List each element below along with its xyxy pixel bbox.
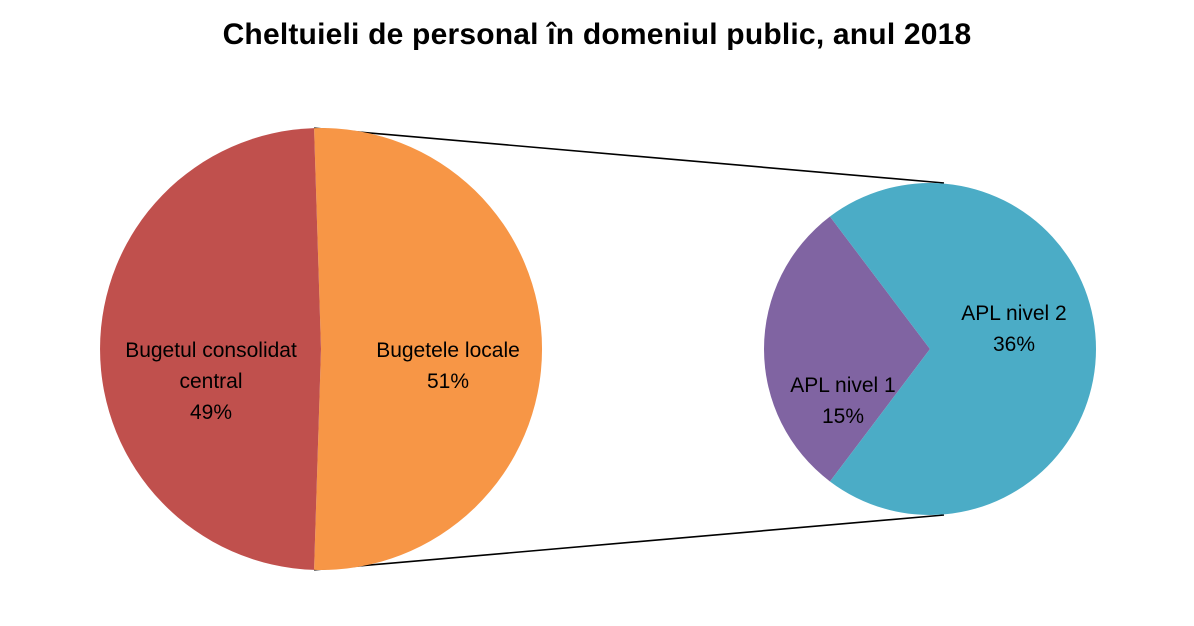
pie-slice-apl-nivel-2 bbox=[829, 182, 1096, 515]
slice-labels: Bugetul consolidat central 49% Bugetele loc… bbox=[125, 302, 1067, 428]
connector-line-top bbox=[313, 127, 945, 184]
label-bugetele-locale: Bugetele locale 51% bbox=[376, 339, 520, 393]
connector-line-bottom bbox=[313, 514, 945, 571]
slice-value-label: 51% bbox=[427, 370, 469, 393]
connector-lines bbox=[313, 127, 945, 571]
slice-value-label: 36% bbox=[993, 333, 1035, 356]
slice-value-label: 15% bbox=[822, 405, 864, 428]
chart-title: Cheltuieli de personal în domeniul publi… bbox=[222, 18, 972, 51]
slice-category-label: Bugetele locale bbox=[376, 339, 520, 362]
slice-value-label: 49% bbox=[190, 401, 232, 424]
pie-slice-bugetele-locale bbox=[314, 128, 543, 571]
main-pie bbox=[100, 128, 543, 571]
slice-category-label: APL nivel 1 bbox=[790, 374, 895, 397]
pie-slice-apl-nivel-1 bbox=[763, 216, 930, 482]
slice-category-label: central bbox=[179, 370, 242, 393]
label-apl-nivel-2: APL nivel 2 36% bbox=[961, 302, 1066, 356]
secondary-pie bbox=[763, 182, 1096, 515]
slice-category-label: APL nivel 2 bbox=[961, 302, 1066, 325]
label-bugetul-consolidat-central: Bugetul consolidat central 49% bbox=[125, 339, 297, 424]
slice-category-label: Bugetul consolidat bbox=[125, 339, 297, 362]
label-apl-nivel-1: APL nivel 1 15% bbox=[790, 374, 895, 428]
pie-slice-bugetul-consolidat-central bbox=[100, 128, 321, 570]
